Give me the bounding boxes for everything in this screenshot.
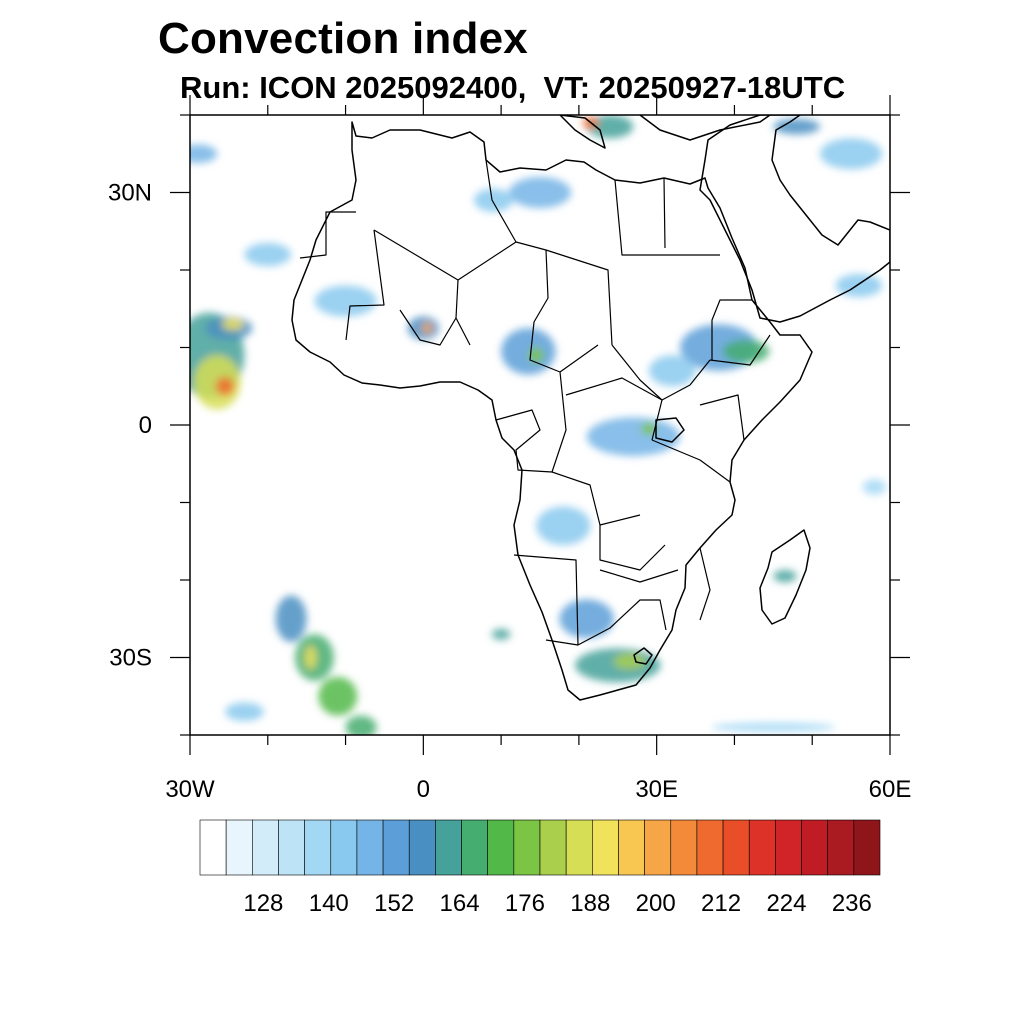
convection-cell bbox=[215, 376, 235, 396]
convection-cell bbox=[862, 479, 887, 495]
lesotho-border bbox=[633, 647, 653, 665]
lat-tick-label: 0 bbox=[139, 412, 152, 439]
colorbar-box bbox=[304, 819, 332, 876]
convection-cell bbox=[773, 118, 821, 135]
convection-cell bbox=[421, 322, 433, 334]
colorbar-box bbox=[592, 819, 619, 876]
convection-cell bbox=[773, 569, 797, 583]
country-borders bbox=[299, 159, 771, 646]
convection-cell bbox=[501, 328, 556, 375]
turkey-coastline bbox=[639, 115, 771, 141]
convection-cell bbox=[221, 318, 244, 331]
convection-cell bbox=[318, 676, 358, 716]
colorbar-box bbox=[696, 819, 724, 876]
colorbar-label: 212 bbox=[701, 890, 741, 917]
colorbar-label: 200 bbox=[636, 890, 676, 917]
convection-cell bbox=[613, 653, 645, 670]
colorbar bbox=[199, 819, 881, 876]
colorbar-box bbox=[252, 819, 279, 876]
convection-cell bbox=[586, 115, 634, 139]
map-subtitle: Run: ICON 2025092400, VT: 20250927-18UTC bbox=[180, 70, 846, 105]
convection-cell bbox=[508, 177, 572, 208]
colorbar-box bbox=[801, 819, 828, 876]
colorbar-box bbox=[565, 819, 593, 876]
colorbar-label: 236 bbox=[832, 890, 872, 917]
convection-cell bbox=[244, 242, 292, 267]
colorbar-box bbox=[827, 819, 855, 876]
colorbar-label: 152 bbox=[374, 890, 414, 917]
convection-cell bbox=[225, 702, 264, 722]
colorbar-label: 188 bbox=[570, 890, 610, 917]
colorbar-box bbox=[775, 819, 802, 876]
colorbar-labels: 128 140 152 164 176 188 200 212 224 236 bbox=[243, 890, 872, 917]
colorbar-box bbox=[408, 819, 436, 876]
colorbar-box bbox=[199, 819, 227, 876]
convection-cell bbox=[536, 506, 591, 546]
lat-tick-label: 30N bbox=[108, 180, 152, 207]
madagascar-coastline bbox=[759, 529, 811, 625]
colorbar-box bbox=[748, 819, 776, 876]
convection-cell bbox=[559, 599, 614, 639]
colorbar-box bbox=[382, 819, 410, 876]
convection-cell bbox=[473, 188, 513, 212]
convection-field bbox=[190, 115, 887, 735]
convection-cell bbox=[345, 715, 377, 735]
colorbar-box bbox=[513, 819, 541, 876]
convection-cell bbox=[305, 645, 316, 670]
convection-cell bbox=[314, 285, 377, 317]
colorbar-box bbox=[461, 819, 488, 876]
axis-tick-labels: 30N 0 30S 30W 0 30E 60E bbox=[108, 180, 911, 804]
lon-tick-label: 0 bbox=[417, 776, 430, 803]
colorbar-box bbox=[487, 819, 515, 876]
lon-tick-label: 30E bbox=[635, 776, 678, 803]
colorbar-box bbox=[539, 819, 567, 876]
europe-coastline bbox=[559, 115, 606, 149]
convection-cell bbox=[641, 422, 657, 436]
convection-cell bbox=[528, 347, 544, 363]
axis-ticks bbox=[170, 95, 910, 755]
map-title: Convection index bbox=[158, 14, 528, 63]
convection-cell bbox=[711, 722, 836, 732]
colorbar-box bbox=[330, 819, 358, 876]
colorbar-label: 140 bbox=[309, 890, 349, 917]
convection-cell bbox=[648, 355, 696, 387]
convection-cell bbox=[190, 144, 218, 164]
colorbar-box bbox=[853, 819, 881, 876]
colorbar-box bbox=[356, 819, 384, 876]
colorbar-label: 128 bbox=[243, 890, 283, 917]
colorbar-label: 224 bbox=[766, 890, 806, 917]
convection-cell bbox=[275, 595, 307, 642]
colorbar-box bbox=[225, 819, 253, 876]
arabia-coastline bbox=[699, 115, 890, 323]
colorbar-box bbox=[278, 819, 305, 876]
colorbar-box bbox=[644, 819, 672, 876]
lon-tick-label: 30W bbox=[165, 776, 215, 803]
lat-tick-label: 30S bbox=[109, 645, 152, 672]
convection-cell bbox=[722, 339, 770, 363]
convection-cell bbox=[586, 417, 680, 456]
colorbar-box bbox=[435, 819, 462, 876]
colorbar-label: 164 bbox=[440, 890, 480, 917]
colorbar-label: 176 bbox=[505, 890, 545, 917]
lon-tick-label: 60E bbox=[869, 776, 912, 803]
colorbar-box bbox=[618, 819, 645, 876]
convection-cell bbox=[820, 138, 883, 170]
lake-victoria bbox=[655, 417, 685, 443]
colorbar-box bbox=[722, 819, 750, 876]
coastlines-and-borders bbox=[291, 115, 890, 701]
africa-coastline bbox=[291, 121, 813, 701]
colorbar-box bbox=[670, 819, 698, 876]
convection-cell bbox=[491, 628, 511, 640]
